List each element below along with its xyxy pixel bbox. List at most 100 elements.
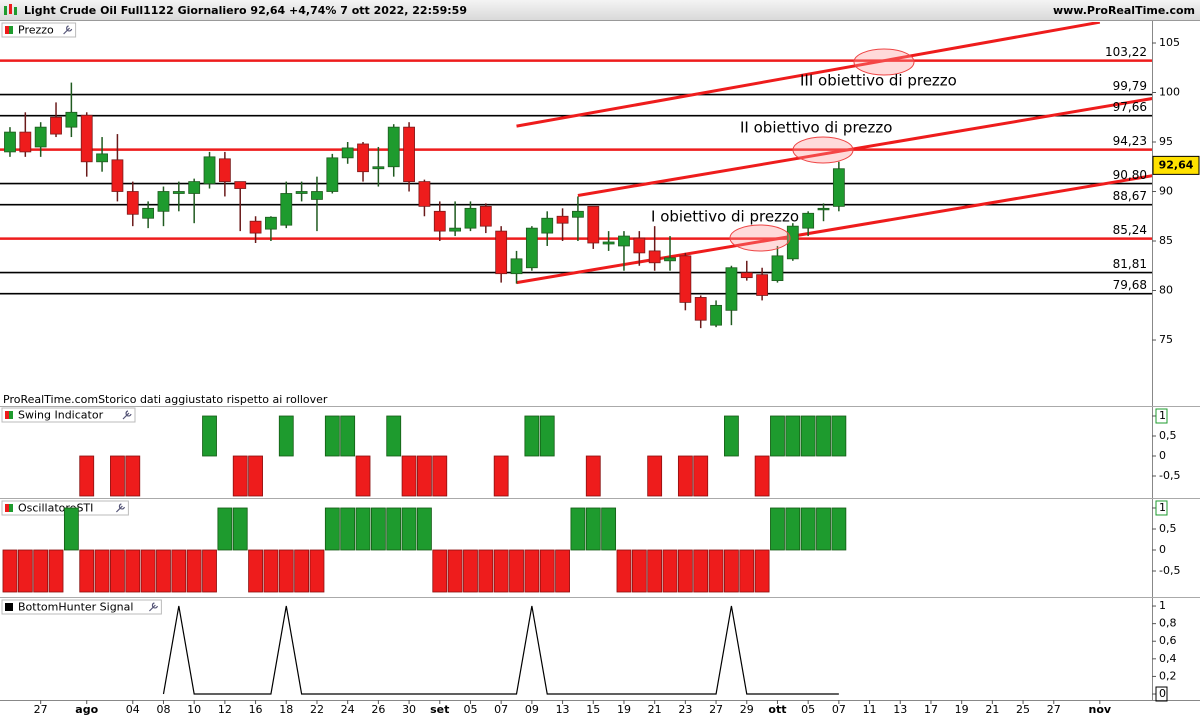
indicator-bar	[524, 415, 540, 457]
indicator-bar	[509, 549, 524, 593]
level-label: 103,22	[1105, 45, 1147, 59]
y-tick-label: -0,5	[1159, 469, 1180, 482]
x-tick-label: 05	[801, 703, 815, 716]
candle-body	[372, 166, 385, 170]
candle-body	[725, 267, 738, 311]
indicator-bar	[386, 507, 402, 551]
indicator-bar	[493, 455, 509, 497]
y-tick-label: 0,2	[1159, 669, 1177, 682]
indicator-bar	[278, 415, 294, 457]
x-tick-label: ott	[768, 703, 786, 716]
x-tick-label: 11	[863, 703, 877, 716]
panel-icon	[5, 411, 9, 419]
candle-body	[126, 191, 139, 215]
indicator-bar	[140, 549, 156, 593]
indicator-bar	[2, 549, 18, 593]
level-label: 94,23	[1113, 134, 1147, 148]
candle-body	[710, 304, 722, 326]
panel-icon	[9, 26, 13, 34]
settings-icon	[115, 503, 125, 513]
settings-icon	[148, 602, 158, 612]
candle-body	[556, 215, 569, 224]
price-plot	[0, 22, 1152, 329]
y-tick-label: 0,5	[1159, 429, 1177, 442]
indicator-bar	[616, 549, 632, 593]
level-label: 99,79	[1113, 79, 1147, 93]
y-tick-label: 80	[1159, 284, 1173, 297]
indicator-bar	[125, 549, 141, 593]
candle-body	[618, 235, 630, 247]
indicator-bar	[79, 455, 95, 497]
indicator-bar	[110, 549, 125, 593]
candle-body	[464, 207, 477, 229]
indicator-bar	[324, 415, 340, 457]
candle-body	[341, 147, 354, 159]
indicator-bar	[585, 455, 601, 497]
x-tick-label: 18	[279, 703, 293, 716]
candle-body	[265, 216, 277, 230]
panel-icon	[5, 603, 13, 611]
panel-icon	[5, 504, 9, 512]
candle-body	[756, 274, 769, 296]
indicator-bar	[79, 549, 95, 593]
panel-title: Swing Indicator	[1, 407, 136, 423]
annotation: III obiettivo di prezzo	[800, 72, 957, 90]
candle-body	[525, 227, 538, 269]
x-tick-label: 24	[341, 703, 355, 716]
indicator-bar	[800, 415, 816, 457]
indicator-bar	[340, 415, 356, 457]
candle-body	[572, 210, 584, 218]
indicator-bar	[156, 549, 171, 593]
y-tick-label: 0,6	[1159, 634, 1177, 647]
candle-body	[648, 250, 661, 264]
indicator-bar	[63, 507, 79, 551]
indicator-bar	[324, 507, 340, 551]
header-site[interactable]: www.ProRealTime.com	[1053, 4, 1195, 17]
annotation: I obiettivo di prezzo	[651, 208, 799, 226]
candle-body	[679, 255, 692, 303]
y-tick-label: 0	[1159, 687, 1166, 700]
indicator-bar	[785, 507, 801, 551]
x-tick-label: 12	[218, 703, 232, 716]
candle-body	[80, 114, 93, 163]
current-value-box	[1155, 500, 1168, 516]
last-price-label: 92,64	[1159, 158, 1194, 171]
indicator-bar	[263, 549, 279, 593]
indicator-bar	[17, 549, 33, 593]
candle-body	[96, 153, 108, 163]
y-tick-label: 105	[1159, 36, 1180, 49]
candle-body	[311, 191, 323, 200]
indicator-bar	[662, 549, 678, 593]
header-bar	[0, 0, 1200, 20]
panel-title-text: Swing Indicator	[18, 409, 104, 422]
indicator-bar	[386, 415, 402, 457]
indicator-bar	[693, 549, 709, 593]
panel-title-text: OscillatoreSTI	[18, 502, 93, 515]
candle-body	[4, 131, 16, 153]
indicator-bar	[800, 507, 816, 551]
candle-body	[249, 220, 262, 234]
y-tick-label: 95	[1159, 135, 1173, 148]
candle-body	[142, 207, 155, 219]
candle-body	[326, 157, 339, 192]
y-tick-label: 0,4	[1159, 652, 1177, 665]
candle-body	[510, 258, 523, 275]
indicator-bar	[770, 415, 785, 457]
candle-body	[188, 181, 201, 194]
y-tick-label: 0,5	[1159, 522, 1177, 535]
candle-body	[65, 111, 78, 128]
y-tick-label: 90	[1159, 185, 1173, 198]
indicator-bar	[770, 507, 785, 551]
indicator-bar	[739, 549, 755, 593]
target-ellipse	[853, 48, 915, 76]
indicator-bar	[278, 549, 294, 593]
indicator-bar	[647, 455, 663, 497]
candle-body	[172, 191, 185, 194]
candle-body	[771, 255, 784, 282]
panel-icon	[5, 26, 9, 34]
x-tick-label: 29	[740, 703, 754, 716]
x-tick-label: 30	[402, 703, 416, 716]
indicator-bar	[217, 507, 233, 551]
candle-body	[111, 159, 124, 192]
x-tick-label: nov	[1089, 703, 1112, 716]
